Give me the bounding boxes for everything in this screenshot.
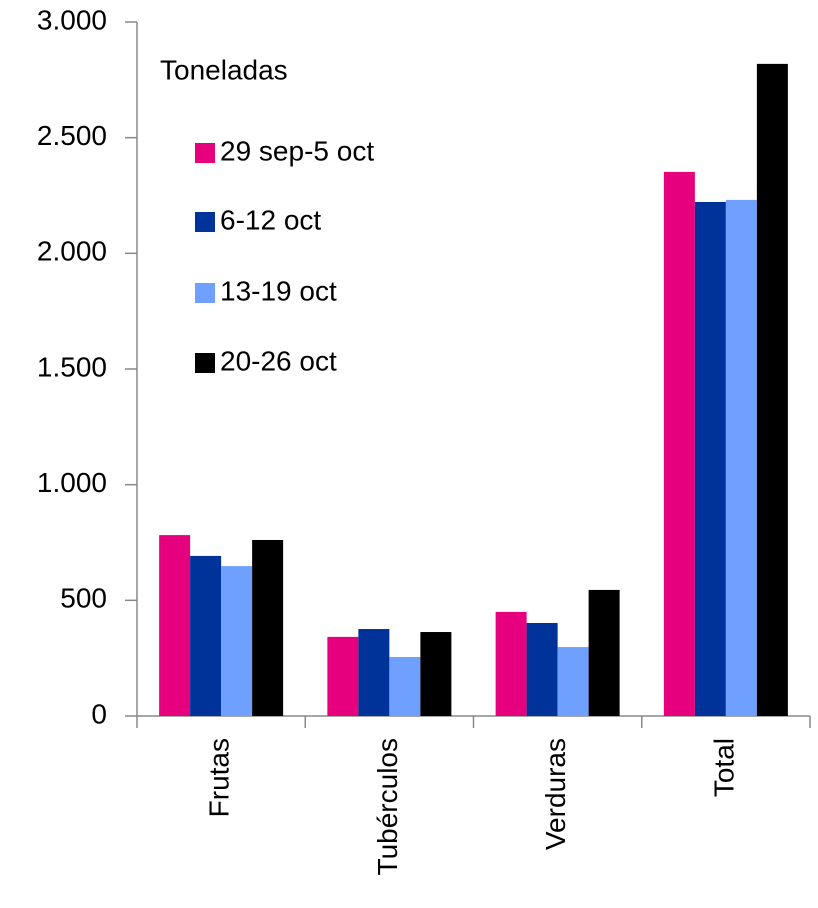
x-tick-label: Total <box>708 738 739 797</box>
bar <box>557 647 589 716</box>
y-tick-label: 1.000 <box>37 467 107 498</box>
bar <box>389 657 421 716</box>
legend-label: 13-19 oct <box>220 275 337 306</box>
bar <box>495 611 527 716</box>
legend-label: 29 sep-5 oct <box>220 135 374 166</box>
legend-label: 20-26 oct <box>220 345 337 376</box>
bar <box>663 171 695 717</box>
bar <box>420 632 452 716</box>
x-tick-label: Tubérculos <box>372 738 403 875</box>
y-tick-label: 0 <box>91 698 107 729</box>
legend-swatch <box>195 283 215 303</box>
y-tick-label: 1.500 <box>37 351 107 382</box>
y-tick-label: 500 <box>60 583 107 614</box>
x-tick-label: Frutas <box>204 738 235 817</box>
bar <box>221 566 253 716</box>
annotation: Toneladas <box>160 54 288 85</box>
legend-swatch <box>195 143 215 163</box>
bar <box>327 636 359 716</box>
bar <box>694 201 726 716</box>
legend-swatch <box>195 212 215 232</box>
x-tick-label: Verduras <box>540 738 571 850</box>
y-tick-label: 2.000 <box>37 236 107 267</box>
bar <box>526 623 558 716</box>
bar <box>588 589 620 716</box>
bar <box>756 63 788 716</box>
y-tick-label: 2.500 <box>37 120 107 151</box>
bar <box>252 539 284 716</box>
bar <box>190 555 222 716</box>
bar <box>159 535 191 716</box>
bar <box>358 629 390 716</box>
y-tick-label: 3.000 <box>37 4 107 35</box>
legend-label: 6-12 oct <box>220 204 321 235</box>
bar <box>725 199 757 717</box>
legend-swatch <box>195 353 215 373</box>
